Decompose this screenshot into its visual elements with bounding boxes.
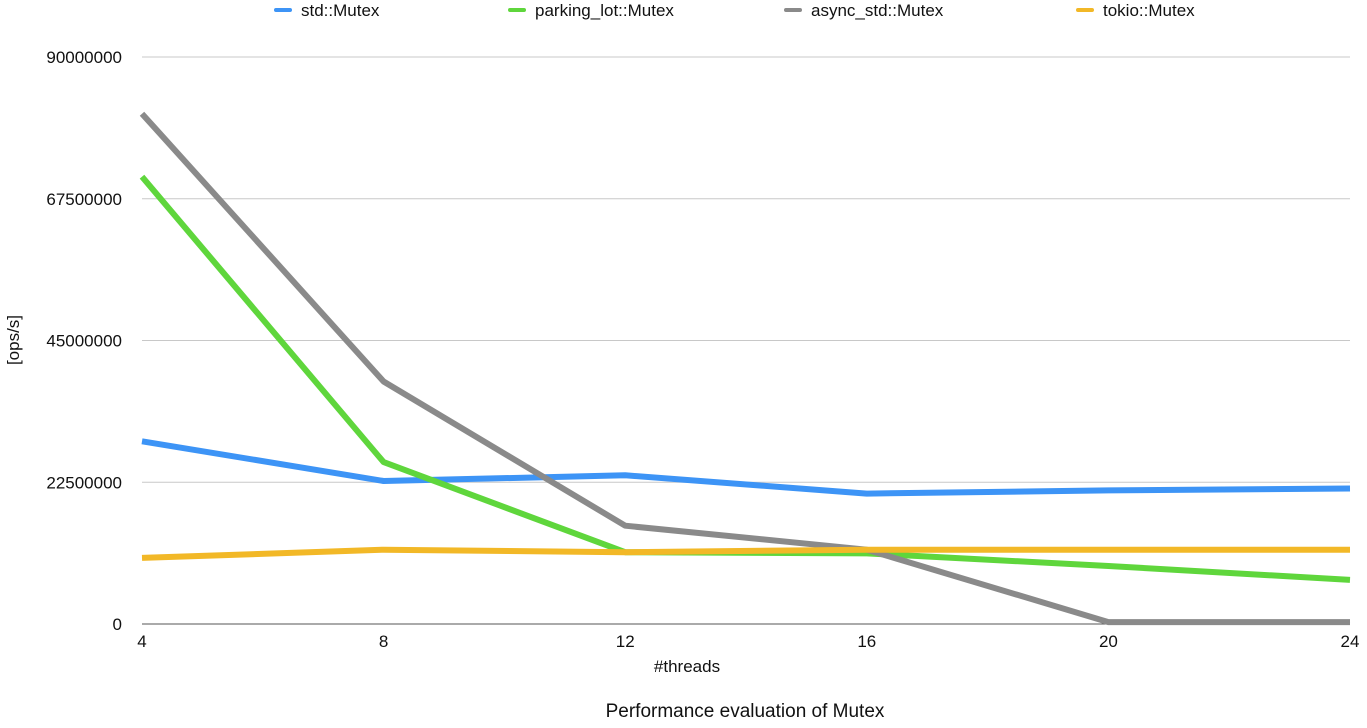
series-line-0	[141, 438, 1351, 497]
legend-item: parking_lot::Mutex	[508, 1, 674, 20]
legend-item: async_std::Mutex	[784, 1, 944, 20]
x-tick-label: 16	[857, 632, 876, 651]
y-tick-label: 45000000	[46, 332, 122, 351]
legend-label: tokio::Mutex	[1103, 1, 1195, 20]
series-line-2	[139, 111, 1350, 626]
series-line-1	[139, 174, 1351, 583]
legend-item: tokio::Mutex	[1076, 1, 1195, 20]
x-tick-label: 8	[379, 632, 388, 651]
y-tick-label: 90000000	[46, 48, 122, 67]
x-tick-label: 20	[1099, 632, 1118, 651]
legend-label: std::Mutex	[301, 1, 380, 20]
chart-caption: Performance evaluation of Mutex	[606, 701, 885, 722]
legend-item: std::Mutex	[274, 1, 380, 20]
x-axis-ticks: 4 8 12 16 20 24	[137, 632, 1359, 651]
y-axis-ticks: 0 22500000 45000000 67500000 90000000	[46, 48, 122, 634]
x-tick-label: 12	[616, 632, 635, 651]
legend-label: async_std::Mutex	[811, 1, 944, 20]
y-tick-label: 22500000	[46, 473, 122, 492]
series-lines	[139, 111, 1351, 626]
series-line-3	[141, 546, 1350, 561]
y-axis-title: [ops/s]	[4, 315, 23, 365]
y-tick-label: 67500000	[46, 190, 122, 209]
legend: std::Mutex parking_lot::Mutex async_std::M…	[274, 1, 1195, 20]
x-tick-label: 4	[137, 632, 146, 651]
y-tick-label: 0	[113, 615, 122, 634]
legend-label: parking_lot::Mutex	[535, 1, 674, 20]
x-axis-title: #threads	[654, 657, 720, 676]
x-tick-label: 24	[1341, 632, 1360, 651]
